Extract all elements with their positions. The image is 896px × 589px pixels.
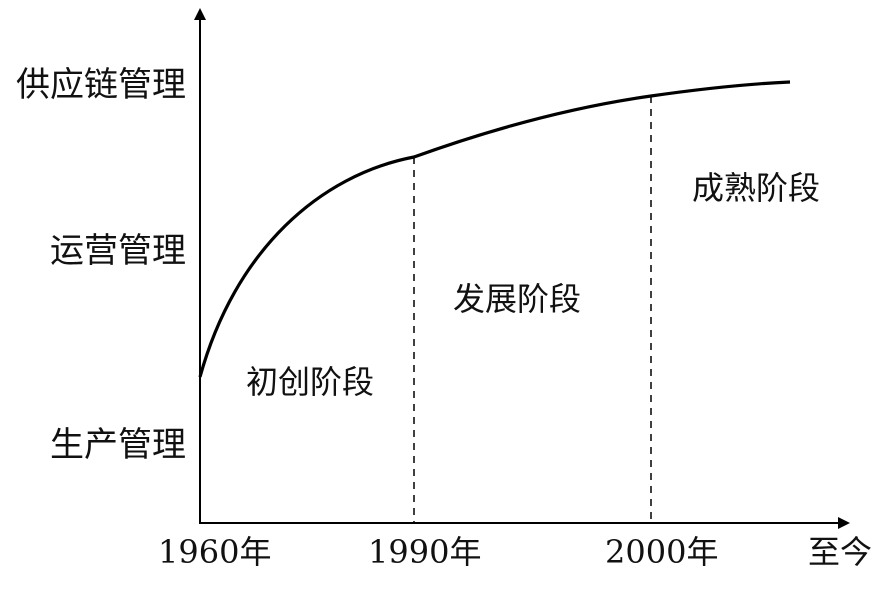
x-label-1990: 1990年	[368, 533, 482, 571]
x-label-present: 至今	[808, 533, 873, 571]
stage-label-mature: 成熟阶段	[692, 169, 821, 207]
y-label-production: 生产管理	[50, 425, 186, 465]
stage-label-development: 发展阶段	[453, 280, 582, 318]
x-label-1960: 1960年	[158, 533, 272, 571]
stage-label-initial: 初创阶段	[246, 363, 375, 401]
development-curve	[198, 80, 791, 378]
y-label-supply-chain: 供应链管理	[16, 65, 186, 105]
y-label-operations: 运营管理	[50, 231, 186, 271]
x-label-2000: 2000年	[605, 533, 719, 571]
